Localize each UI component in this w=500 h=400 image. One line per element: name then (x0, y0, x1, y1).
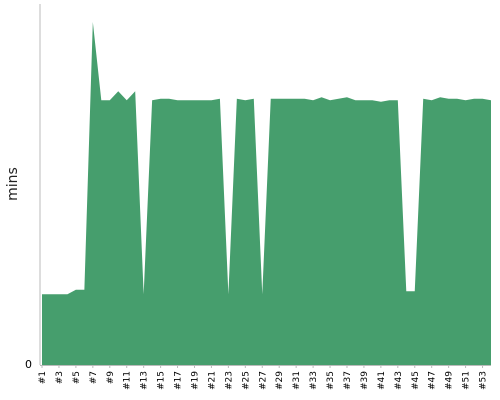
x-tick-label-#39: #39 (360, 371, 370, 390)
x-tick-label-#21: #21 (207, 371, 217, 390)
x-tick-label-#13: #13 (140, 371, 150, 390)
x-tick-label-#17: #17 (174, 371, 184, 390)
x-tick-label-#43: #43 (394, 371, 404, 390)
x-tick-label-#25: #25 (241, 371, 251, 390)
x-tick-label-#23: #23 (224, 371, 234, 390)
x-tick-label-#31: #31 (292, 371, 302, 390)
area-fill (42, 22, 491, 366)
y-axis-label: mins (5, 167, 21, 201)
x-tick-label-#11: #11 (123, 371, 133, 390)
x-tick-label-#53: #53 (479, 371, 489, 390)
x-tick-label-#47: #47 (428, 371, 438, 390)
x-tick-label-#51: #51 (462, 371, 472, 390)
x-tick-label-#37: #37 (343, 371, 353, 390)
x-tick-label-#41: #41 (377, 371, 387, 390)
x-tick-label-#27: #27 (258, 371, 268, 390)
x-tick-label-#19: #19 (191, 371, 201, 390)
x-tick-label-#9: #9 (106, 371, 116, 385)
x-tick-label-#3: #3 (55, 371, 65, 384)
x-tick-label-#29: #29 (275, 371, 285, 390)
x-tick-label-#7: #7 (89, 371, 99, 384)
x-tick-label-#15: #15 (157, 371, 167, 390)
x-tick-labels: #1 #3 #5 #7 #9 #11 #13 #15 #17 #19 #21 #23 #25 #27 #29… (38, 365, 489, 390)
x-tick-label-#35: #35 (326, 371, 336, 390)
y-tick-label-0: 0 (25, 358, 32, 371)
x-tick-label-#1: #1 (38, 371, 48, 384)
area-series (42, 22, 491, 366)
x-tick-label-#33: #33 (309, 371, 319, 390)
x-tick-label-#5: #5 (72, 371, 82, 384)
x-tick-label-#45: #45 (411, 371, 421, 390)
x-tick-label-#49: #49 (445, 371, 455, 390)
